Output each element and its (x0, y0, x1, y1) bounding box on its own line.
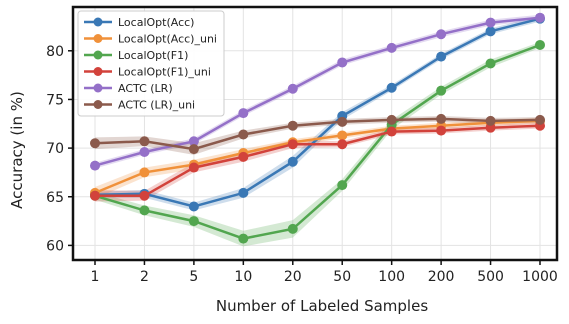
data-point (337, 57, 348, 68)
y-tick-label: 75 (46, 92, 64, 108)
series-line (94, 43, 541, 240)
data-point (287, 223, 298, 234)
legend-marker (93, 100, 103, 109)
legend-entry-label: LocalOpt(F1)_uni (118, 66, 211, 79)
data-point (139, 190, 150, 201)
data-point (485, 26, 496, 37)
x-tick-label: 2 (140, 269, 149, 285)
data-point (287, 139, 298, 150)
data-point (287, 120, 298, 131)
x-tick-label: 10 (234, 269, 252, 285)
data-point (436, 113, 447, 124)
data-point (188, 136, 199, 147)
series-line (94, 117, 541, 151)
data-point (485, 58, 496, 69)
y-tick-label: 70 (46, 141, 64, 157)
legend-entry-label: LocalOpt(Acc)_uni (118, 33, 217, 46)
x-axis-label: Number of Labeled Samples (216, 297, 428, 315)
data-point (90, 160, 100, 171)
data-point (90, 138, 100, 149)
legend-marker (93, 17, 103, 27)
legend-marker (93, 67, 103, 76)
data-point (386, 82, 397, 93)
data-point (188, 201, 199, 212)
data-point (287, 156, 298, 167)
data-point (337, 130, 348, 141)
data-point (188, 216, 199, 227)
x-tick-label: 100 (378, 269, 405, 285)
legend-entry-label: LocalOpt(Acc) (118, 16, 194, 29)
data-point (436, 29, 447, 40)
data-point (386, 114, 397, 125)
legend-marker (93, 50, 103, 60)
data-point (238, 129, 249, 140)
data-point (337, 180, 348, 191)
data-point (188, 162, 199, 173)
legend: LocalOpt(Acc) LocalOpt(Acc)_uni LocalOpt(F… (77, 10, 225, 117)
data-point (386, 42, 397, 53)
data-point (337, 139, 348, 150)
data-point (386, 126, 397, 137)
legend-entry-label: ACTC (LR) (118, 82, 173, 95)
x-tick-label: 50 (333, 269, 351, 285)
data-point (188, 144, 199, 155)
series-line (94, 119, 541, 195)
x-tick-label: 500 (477, 269, 504, 285)
y-tick-label: 80 (46, 44, 64, 60)
x-tick-label: 200 (428, 269, 455, 285)
data-point (436, 85, 447, 96)
data-point (485, 115, 496, 126)
data-point (287, 83, 298, 94)
data-point (139, 146, 150, 157)
data-point (436, 51, 447, 62)
data-point (337, 116, 348, 127)
y-axis-label: Accuracy (in %) (8, 91, 26, 209)
x-tick-label: 1000 (522, 269, 558, 285)
data-point (238, 187, 249, 198)
data-point (139, 205, 150, 216)
data-point (535, 114, 545, 125)
data-point (90, 190, 100, 201)
plot-frame (71, 5, 559, 262)
data-point (139, 167, 150, 178)
x-tick-label: 20 (284, 269, 302, 285)
x-tick-label: 1 (91, 269, 100, 285)
legend-entry-label: LocalOpt(F1) (118, 49, 188, 62)
y-tick-label: 60 (46, 238, 64, 254)
legend-marker (93, 83, 103, 93)
data-point (238, 108, 249, 119)
data-point (436, 125, 447, 136)
legend-marker (93, 34, 103, 43)
data-point (139, 136, 150, 147)
series-lines (90, 12, 545, 244)
series-line (94, 16, 541, 167)
data-point (238, 151, 249, 162)
data-point (535, 12, 545, 23)
axes: 60 65 70 75 80 1 2 5 10 20 50 100 200 500 1000 (46, 5, 559, 285)
legend-box (77, 10, 225, 117)
series-line (95, 124, 541, 198)
data-point (485, 17, 496, 28)
legend-entry-label: ACTC (LR)_uni (118, 99, 195, 112)
data-point (238, 233, 249, 244)
data-point (535, 39, 545, 50)
y-tick-label: 65 (46, 190, 64, 206)
x-tick-label: 5 (189, 269, 198, 285)
